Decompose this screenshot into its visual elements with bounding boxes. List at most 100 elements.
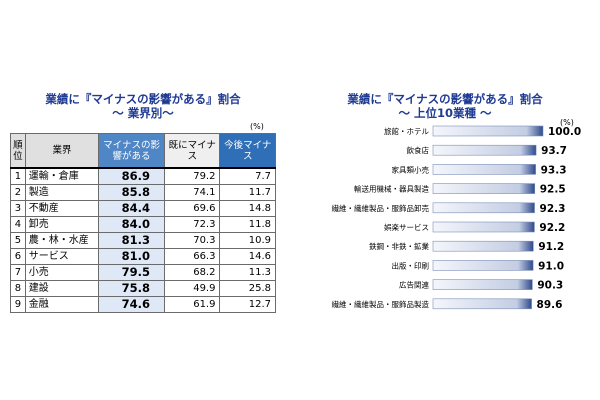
bar-value-label: 93.3	[541, 164, 567, 176]
row-rank: 2	[10, 184, 26, 201]
table-body: 1 運輸・倉庫 86.9 79.2 7.7 2 製造 85.8 74.1 11.7 3 不動産 84.4…	[10, 167, 276, 313]
bar	[432, 260, 534, 271]
bar-category-label: 繊維・繊維製品・服飾品卸売	[332, 203, 430, 213]
row-rank: 9	[10, 296, 26, 313]
bar-category-label: 広告関連	[399, 280, 429, 290]
row-rank: 6	[10, 248, 26, 265]
bar	[432, 164, 536, 175]
left-title: 業績に『マイナスの影響がある』割合 ～ 業界別～	[10, 92, 276, 120]
bar-value-label: 90.3	[537, 280, 563, 292]
industry-table: 順位 業界 マイナスの影響がある 既にマイナス 今後マイナス 1 運輸・倉庫 86.…	[10, 133, 276, 313]
row-rank: 4	[10, 216, 26, 233]
left-unit: (%)	[250, 122, 264, 131]
table-row: 7 小売 79.5 68.2 11.3	[10, 264, 276, 281]
header-rank: 順位	[10, 133, 26, 169]
row-industry: 小売	[24, 264, 100, 281]
row-negative: 84.4	[98, 200, 165, 217]
right-unit: (%)	[560, 118, 574, 127]
row-negative: 81.0	[98, 248, 165, 265]
bar-category-label: 鉄鋼・非鉄・鉱業	[369, 241, 429, 251]
left-title-line1: 業績に『マイナスの影響がある』割合	[45, 92, 241, 106]
bar-value-label: 100.0	[548, 126, 581, 138]
bar-value-label: 92.5	[540, 184, 566, 196]
row-current: 68.2	[163, 264, 221, 281]
bar	[432, 144, 537, 156]
row-current: 49.9	[163, 280, 221, 297]
bar-category-label: 飲食店	[407, 145, 430, 155]
bar-value-label: 92.3	[540, 203, 566, 215]
row-negative: 84.0	[98, 216, 165, 233]
bar-category-label: 出版・印刷	[392, 260, 430, 270]
row-rank: 8	[10, 280, 26, 297]
row-future: 12.7	[219, 296, 276, 313]
row-industry: サービス	[24, 248, 100, 265]
bar	[432, 183, 536, 194]
bar	[432, 125, 544, 137]
bar	[432, 240, 534, 252]
table-row: 1 運輸・倉庫 86.9 79.2 7.7	[10, 167, 276, 185]
row-current: 79.2	[163, 167, 221, 185]
row-future: 11.7	[219, 184, 276, 201]
bar-value-label: 92.2	[539, 222, 565, 234]
row-negative: 75.8	[98, 280, 165, 297]
row-industry: 金融	[24, 296, 100, 313]
bar-value-label: 91.2	[538, 241, 564, 253]
row-current: 74.1	[163, 184, 221, 201]
header-negative: マイナスの影響がある	[98, 133, 165, 169]
row-negative: 81.3	[98, 232, 165, 249]
table-row: 8 建設 75.8 49.9 25.8	[10, 280, 276, 297]
header-industry: 業界	[24, 133, 100, 169]
top10-bar-chart: 旅館・ホテル 100.0 飲食店 93.7 家具類小売 93.3 輸送用機械・器具製造 92.…	[332, 125, 581, 311]
bar-value-label: 91.0	[538, 260, 564, 272]
right-title: 業績に『マイナスの影響がある』割合 ～ 上位10業種 ～	[300, 92, 590, 120]
row-current: 72.3	[163, 216, 221, 233]
row-future: 10.9	[219, 232, 276, 249]
row-rank: 5	[10, 232, 26, 249]
row-industry: 製造	[24, 184, 100, 201]
row-negative: 74.6	[98, 296, 165, 313]
bar-category-label: 旅館・ホテル	[384, 126, 429, 136]
header-future: 今後マイナス	[219, 133, 276, 169]
row-industry: 建設	[24, 280, 100, 297]
header-current: 既にマイナス	[163, 133, 221, 169]
row-future: 25.8	[219, 280, 276, 297]
table-row: 2 製造 85.8 74.1 11.7	[10, 184, 276, 201]
row-future: 14.6	[219, 248, 276, 265]
bar-category-label: 娯楽サービス	[384, 222, 429, 232]
table-row: 3 不動産 84.4 69.6 14.8	[10, 200, 276, 217]
row-current: 66.3	[163, 248, 221, 265]
row-industry: 不動産	[24, 200, 100, 217]
table-row: 6 サービス 81.0 66.3 14.6	[10, 248, 276, 265]
table-row: 4 卸売 84.0 72.3 11.8	[10, 216, 276, 233]
row-current: 61.9	[163, 296, 221, 313]
right-title-line1: 業績に『マイナスの影響がある』割合	[347, 92, 543, 106]
bar	[432, 279, 533, 290]
bar-category-label: 輸送用機械・器具製造	[354, 184, 429, 194]
bar	[432, 202, 535, 214]
bar-category-label: 家具類小売	[392, 164, 430, 174]
right-title-line2: ～ 上位10業種 ～	[398, 106, 492, 120]
row-current: 69.6	[163, 200, 221, 217]
row-negative: 85.8	[98, 184, 165, 201]
bar-category-label: 繊維・繊維製品・服飾品製造	[332, 299, 430, 309]
bar	[432, 221, 535, 233]
row-future: 11.8	[219, 216, 276, 233]
row-rank: 3	[10, 200, 26, 217]
row-industry: 農・林・水産	[24, 232, 100, 249]
left-title-line2: ～ 業界別～	[112, 106, 174, 120]
table-row: 5 農・林・水産 81.3 70.3 10.9	[10, 232, 276, 249]
bar-value-label: 93.7	[541, 145, 567, 157]
row-negative: 86.9	[98, 167, 165, 185]
row-future: 11.3	[219, 264, 276, 281]
row-industry: 卸売	[24, 216, 100, 233]
row-negative: 79.5	[98, 264, 165, 281]
row-rank: 1	[10, 167, 26, 185]
row-future: 7.7	[219, 167, 276, 185]
row-industry: 運輸・倉庫	[24, 167, 100, 185]
row-future: 14.8	[219, 200, 276, 217]
row-rank: 7	[10, 264, 26, 281]
bar-value-label: 89.6	[537, 299, 563, 311]
table-row: 9 金融 74.6 61.9 12.7	[10, 296, 276, 313]
bar	[432, 298, 532, 310]
row-current: 70.3	[163, 232, 221, 249]
